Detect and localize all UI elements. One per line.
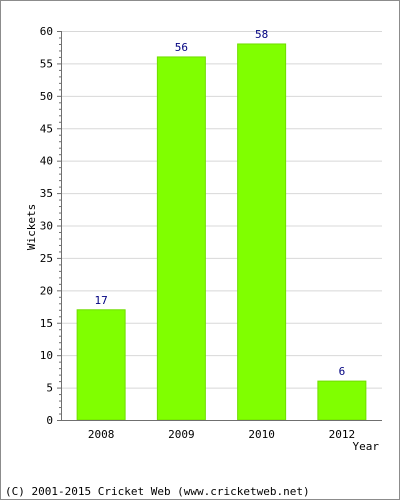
bar (76, 309, 126, 421)
x-tick-label: 2009 (168, 428, 195, 441)
y-tick-label: 10 (40, 349, 53, 362)
copyright-notice: (C) 2001-2015 Cricket Web (www.cricketwe… (5, 485, 310, 498)
y-tick-label: 5 (46, 382, 53, 395)
bar (237, 43, 287, 421)
y-tick-labels: 0 5 10 15 20 25 30 35 40 45 50 55 60 (40, 25, 53, 427)
y-tick-label: 15 (40, 317, 53, 330)
x-tick-label: 2008 (88, 428, 115, 441)
y-tick-label: 20 (40, 284, 53, 297)
x-axis-label: Year (353, 440, 380, 453)
y-tick-label: 40 (40, 155, 53, 168)
axes (57, 31, 382, 421)
data-label: 56 (175, 41, 188, 54)
y-axis-label: Wickets (25, 204, 38, 250)
data-label: 17 (95, 294, 108, 307)
y-tick-label: 35 (40, 187, 53, 200)
bars (76, 43, 367, 421)
y-tick-label: 30 (40, 220, 53, 233)
data-label: 58 (255, 28, 268, 41)
y-tick-label: 25 (40, 252, 53, 265)
y-tick-label: 0 (46, 414, 53, 427)
y-tick-label: 55 (40, 57, 53, 70)
bar (317, 380, 367, 421)
data-label: 6 (339, 365, 346, 378)
y-tick-label: 45 (40, 122, 53, 135)
x-tick-label: 2012 (329, 428, 356, 441)
bar (156, 56, 206, 421)
y-tick-label: 50 (40, 90, 53, 103)
data-labels: 17 56 58 6 (95, 28, 346, 378)
x-tick-labels: 2008 2009 2010 2012 (88, 428, 355, 441)
y-tick-label: 60 (40, 25, 53, 38)
x-tick-label: 2010 (248, 428, 275, 441)
